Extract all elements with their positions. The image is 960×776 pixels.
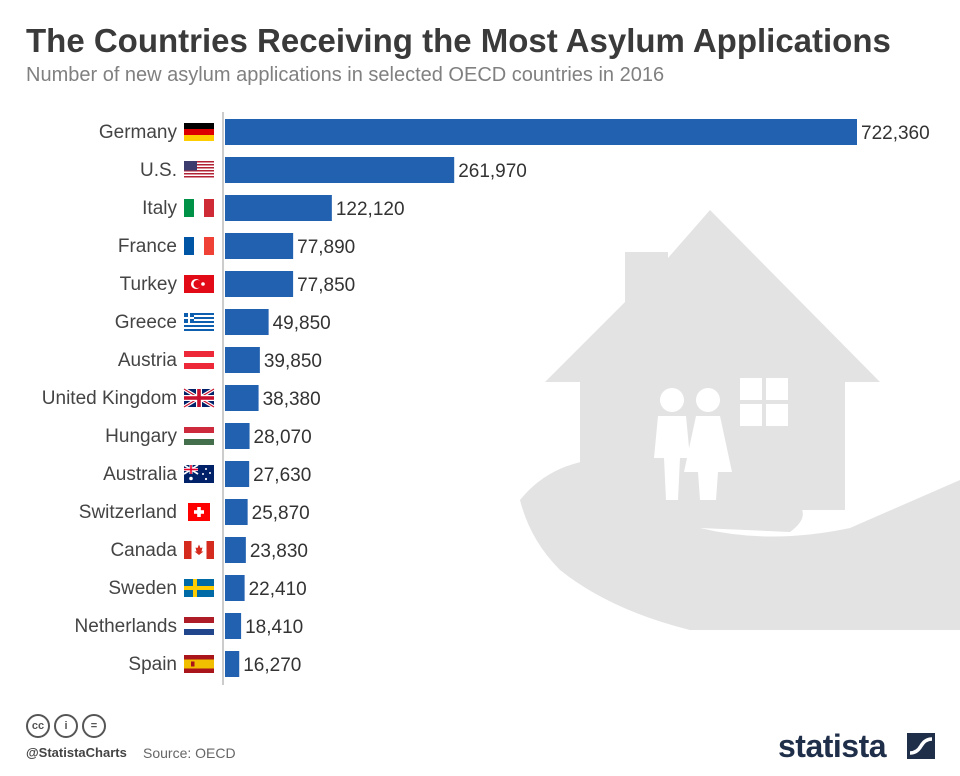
spain-flag-icon	[184, 655, 214, 673]
bar-italy	[225, 195, 332, 221]
bar-france	[225, 233, 294, 259]
license-icons: cc i =	[26, 714, 106, 738]
bar-canada	[225, 537, 246, 563]
by-icon: i	[54, 714, 78, 738]
category-label-netherlands: Netherlands	[75, 616, 177, 637]
uk-flag-icon	[182, 387, 216, 409]
france-flag-icon	[184, 237, 214, 255]
greece-flag-icon	[184, 313, 214, 331]
bar-austria	[225, 347, 260, 373]
value-label-turkey: 77,850	[297, 275, 355, 296]
italy-flag-icon	[184, 199, 214, 217]
bar-chart: Germany 722,360 U.S. 261,970 Italy 122,120 Fra…	[42, 112, 930, 685]
sweden-flag-icon	[184, 579, 214, 597]
bar-hungary	[225, 423, 250, 449]
usa-flag-icon	[184, 161, 214, 179]
value-label-spain: 16,270	[243, 655, 301, 676]
category-label-united-kingdom: United Kingdom	[42, 388, 177, 409]
bar-turkey	[225, 271, 294, 297]
category-label-u-s: U.S.	[140, 160, 177, 181]
statista-logo-icon	[907, 733, 935, 759]
austria-flag-icon	[184, 351, 214, 369]
bar-united-kingdom	[225, 385, 259, 411]
bar-netherlands	[225, 613, 242, 639]
bar-germany	[225, 119, 857, 145]
value-label-netherlands: 18,410	[245, 617, 303, 638]
value-label-switzerland: 25,870	[252, 503, 310, 524]
bar-greece	[225, 309, 269, 335]
bar-spain	[225, 651, 240, 677]
netherlands-flag-icon	[184, 617, 214, 635]
value-label-sweden: 22,410	[249, 579, 307, 600]
cc-icon: cc	[26, 714, 50, 738]
australia-flag-icon	[183, 464, 215, 484]
turkey-flag-icon	[184, 275, 214, 293]
value-label-austria: 39,850	[264, 351, 322, 372]
category-label-switzerland: Switzerland	[79, 502, 177, 523]
germany-flag-icon	[184, 123, 214, 141]
category-label-germany: Germany	[99, 122, 178, 143]
category-label-sweden: Sweden	[108, 578, 177, 599]
value-label-australia: 27,630	[253, 465, 311, 486]
category-label-austria: Austria	[118, 350, 178, 371]
category-label-spain: Spain	[128, 654, 177, 675]
chart-subtitle: Number of new asylum applications in sel…	[26, 64, 665, 86]
value-label-hungary: 28,070	[254, 427, 312, 448]
category-label-france: France	[118, 236, 177, 257]
bar-switzerland	[225, 499, 248, 525]
value-label-u-s: 261,970	[458, 161, 527, 182]
bar-u-s	[225, 157, 455, 183]
source-note: Source: OECD	[143, 745, 236, 761]
house-hand-icon	[520, 210, 960, 630]
value-label-italy: 122,120	[336, 199, 405, 220]
nd-icon: =	[82, 714, 106, 738]
twitter-handle[interactable]: @StatistaCharts	[26, 745, 127, 760]
category-label-italy: Italy	[142, 198, 177, 219]
hungary-flag-icon	[184, 427, 214, 445]
category-label-greece: Greece	[115, 312, 177, 333]
category-label-australia: Australia	[103, 464, 177, 485]
value-label-united-kingdom: 38,380	[263, 389, 321, 410]
bar-sweden	[225, 575, 245, 601]
value-label-canada: 23,830	[250, 541, 308, 562]
value-label-germany: 722,360	[861, 123, 930, 144]
bar-australia	[225, 461, 250, 487]
category-label-turkey: Turkey	[120, 274, 178, 295]
canada-flag-icon	[184, 541, 214, 559]
switzerland-flag-icon	[188, 503, 210, 521]
chart-title: The Countries Receiving the Most Asylum …	[26, 22, 891, 59]
value-label-france: 77,890	[297, 237, 355, 258]
category-label-hungary: Hungary	[105, 426, 177, 447]
brand-logo-text[interactable]: statista	[778, 728, 887, 764]
category-label-canada: Canada	[110, 540, 177, 561]
value-label-greece: 49,850	[273, 313, 331, 334]
